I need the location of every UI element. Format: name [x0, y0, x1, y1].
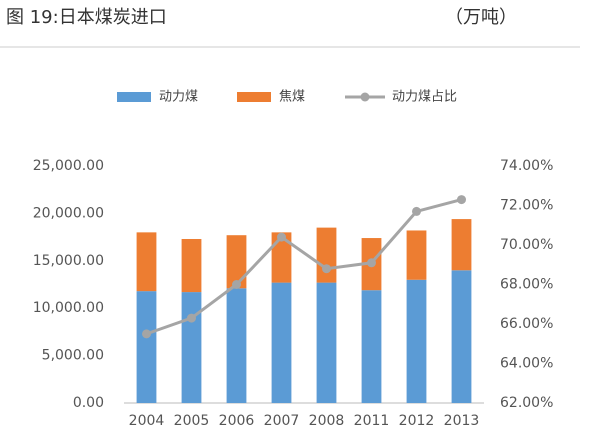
unit-label: （万吨）	[445, 7, 517, 28]
legend-swatch	[117, 92, 151, 102]
line-series	[146, 198, 462, 336]
y2-tick-label: 66.00%	[500, 316, 553, 332]
y-tick-label: 25,000.00	[33, 158, 104, 174]
legend-label: 动力煤占比	[392, 90, 457, 105]
bar	[136, 291, 157, 403]
y-tick-label: 0.00	[73, 395, 104, 411]
line-marker	[322, 264, 331, 274]
y2-tick-label: 62.00%	[500, 395, 553, 411]
x-tick-label: 2011	[354, 413, 390, 429]
bar	[451, 219, 472, 271]
x-tick-label: 2007	[264, 413, 300, 429]
line-marker	[232, 280, 241, 289]
y2-tick-label: 68.00%	[500, 277, 553, 293]
bar	[361, 290, 382, 403]
bar	[226, 235, 247, 289]
legend-label: 动力煤	[159, 90, 198, 105]
line-marker	[187, 313, 196, 323]
y2-tick-label: 74.00%	[500, 158, 553, 174]
x-tick-label: 2012	[399, 413, 435, 429]
x-tick-label: 2005	[174, 413, 210, 429]
y2-tick-label: 70.00%	[500, 237, 553, 253]
x-tick-label: 2004	[129, 413, 165, 429]
y-tick-label: 15,000.00	[33, 253, 104, 269]
bar	[406, 279, 427, 403]
line-marker	[412, 206, 421, 216]
bar	[406, 230, 427, 280]
line-marker	[367, 258, 376, 268]
bar	[271, 232, 292, 283]
legend-swatch	[237, 92, 271, 102]
x-tick-label: 2008	[309, 413, 345, 429]
bar	[271, 282, 292, 403]
bar	[136, 232, 157, 292]
bar	[316, 227, 337, 283]
y-tick-label: 5,000.00	[42, 348, 104, 364]
legend-swatch	[360, 92, 370, 102]
y2-tick-label: 72.00%	[500, 198, 553, 214]
bar	[316, 282, 337, 403]
x-tick-label: 2013	[444, 413, 480, 429]
bar	[226, 288, 247, 403]
y-tick-label: 20,000.00	[33, 205, 104, 221]
y-tick-label: 10,000.00	[33, 300, 104, 316]
bar	[451, 270, 472, 403]
y2-tick-label: 64.00%	[500, 356, 553, 372]
legend-label: 焦煤	[279, 90, 305, 105]
chart-title: 图 19:日本煤炭进口	[6, 7, 167, 28]
bar	[181, 292, 202, 403]
line-marker	[277, 232, 286, 242]
x-tick-label: 2006	[219, 413, 255, 429]
line-marker	[457, 195, 466, 205]
bar	[181, 238, 202, 293]
line-marker	[142, 329, 151, 339]
